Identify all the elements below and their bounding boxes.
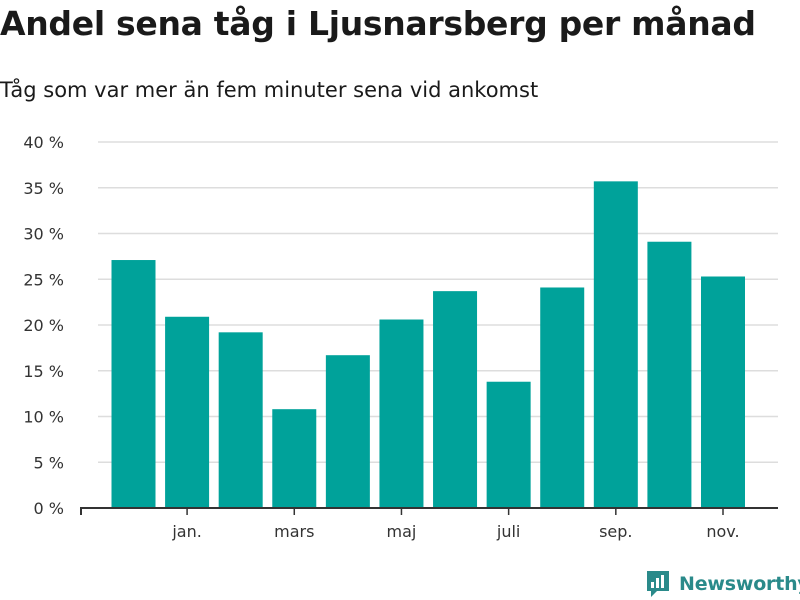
x-tick-label: maj bbox=[387, 522, 417, 541]
bar bbox=[701, 276, 745, 508]
y-axis-ticks: 0 % 5 % 10 % 15 % 20 % 25 % 30 % 35 % 40 % bbox=[23, 133, 64, 518]
y-tick-label: 30 % bbox=[23, 225, 64, 244]
y-tick-label: 35 % bbox=[23, 179, 64, 198]
x-tick-label: mars bbox=[274, 522, 314, 541]
chart-title: Andel sena tåg i Ljusnarsberg per månad bbox=[0, 4, 756, 43]
x-tick-label: juli bbox=[496, 522, 520, 541]
bar bbox=[593, 181, 638, 508]
x-axis-ticks: jan. mars maj juli sep. nov. bbox=[171, 508, 740, 541]
y-tick-label: 25 % bbox=[23, 270, 64, 289]
chart-subtitle: Tåg som var mer än fem minuter sena vid … bbox=[0, 78, 539, 102]
bar bbox=[165, 316, 210, 508]
bar bbox=[433, 291, 478, 508]
bar bbox=[647, 241, 692, 509]
bar bbox=[272, 409, 317, 508]
bars bbox=[111, 181, 745, 509]
newsworthy-logo-icon bbox=[647, 571, 669, 597]
x-tick-label: jan. bbox=[171, 522, 201, 541]
y-tick-label: 5 % bbox=[34, 453, 64, 472]
x-tick-label: nov. bbox=[706, 522, 739, 541]
brand-name: Newsworthy bbox=[679, 573, 800, 595]
newsworthy-brand: Newsworthy bbox=[645, 569, 800, 599]
bar bbox=[379, 319, 424, 508]
bar bbox=[111, 260, 156, 508]
bar bbox=[486, 381, 531, 508]
y-tick-label: 20 % bbox=[23, 316, 64, 335]
y-tick-label: 0 % bbox=[34, 499, 64, 518]
x-tick-label: sep. bbox=[599, 522, 632, 541]
y-tick-label: 40 % bbox=[23, 133, 64, 152]
bar bbox=[325, 355, 370, 508]
bar bbox=[540, 287, 585, 508]
y-tick-label: 15 % bbox=[23, 362, 64, 381]
y-tick-label: 10 % bbox=[23, 408, 64, 427]
bar bbox=[218, 332, 263, 508]
x-axis bbox=[80, 507, 778, 515]
